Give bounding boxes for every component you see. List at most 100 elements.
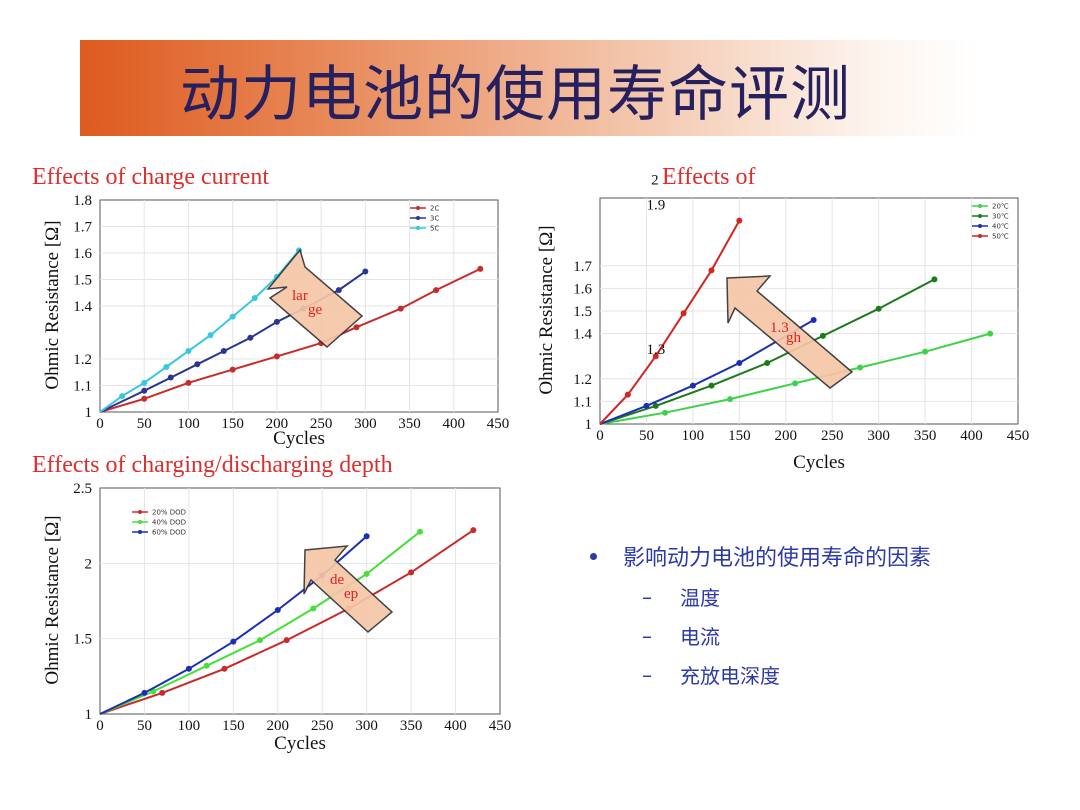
data-point xyxy=(194,361,201,368)
data-point xyxy=(810,317,817,324)
arrow-label: ep xyxy=(344,586,358,602)
annotation-text: 1.9 xyxy=(646,197,665,213)
x-tick-label: 50 xyxy=(639,428,654,444)
x-tick-label: 250 xyxy=(311,718,334,734)
data-point xyxy=(922,348,929,355)
x-tick-label: 400 xyxy=(960,428,983,444)
x-tick-label: 450 xyxy=(1007,428,1030,444)
trend-arrow-icon xyxy=(726,275,854,389)
x-tick-label: 450 xyxy=(487,416,510,432)
data-point xyxy=(433,287,440,294)
factors-heading-text: 影响动力电池的使用寿命的因素 xyxy=(623,546,932,571)
arrow-label: de xyxy=(330,572,345,588)
factor-item-label: 电流 xyxy=(680,625,720,649)
x-tick-label: 200 xyxy=(266,416,289,432)
y-axis-title: Ohmic Resistance [Ω] xyxy=(536,225,557,394)
y-tick-label: 1.6 xyxy=(573,281,592,297)
factor-item-label: 温度 xyxy=(680,586,720,610)
data-point xyxy=(310,605,317,612)
data-point xyxy=(247,334,254,341)
legend-marker xyxy=(978,214,982,218)
data-point xyxy=(185,379,192,386)
x-tick-label: 450 xyxy=(489,718,512,734)
x-tick-label: 100 xyxy=(682,428,705,444)
data-point xyxy=(257,637,263,644)
y-axis-title: Ohmic Resistance [Ω] xyxy=(42,515,63,684)
data-point xyxy=(680,310,687,317)
legend-label: 20% DOD xyxy=(152,509,186,517)
dash-marker: – xyxy=(642,662,652,687)
x-tick-label: 0 xyxy=(96,718,104,734)
x-tick-label: 400 xyxy=(443,416,466,432)
data-point xyxy=(185,665,192,672)
page-title: 动力电池的使用寿命评测 xyxy=(180,60,851,130)
legend-label: 3C xyxy=(430,215,439,223)
y-tick-label: 1.4 xyxy=(73,299,92,315)
arrow-label: 1.3 xyxy=(770,320,789,336)
data-point xyxy=(875,305,882,312)
chart-title-dod: Effects of charging/discharging depth xyxy=(32,452,393,478)
plot-frame xyxy=(99,487,501,715)
x-tick-label: 200 xyxy=(267,718,290,734)
y-tick-label: 1.4 xyxy=(573,327,592,343)
data-point xyxy=(857,364,864,371)
dash-marker: – xyxy=(642,623,652,648)
y-tick-label: 1.1 xyxy=(573,394,592,410)
y-tick-label: 1.7 xyxy=(573,259,592,275)
data-point xyxy=(229,366,236,373)
x-tick-label: 100 xyxy=(177,416,200,432)
y-tick-label: 2 xyxy=(85,556,93,572)
x-tick-label: 300 xyxy=(355,718,378,734)
legend-label: 40% DOD xyxy=(152,519,186,527)
legend-label: 60% DOD xyxy=(152,529,186,537)
y-tick-label: 1.5 xyxy=(73,273,92,289)
data-point xyxy=(643,402,650,409)
y-tick-label: 1 xyxy=(85,405,93,421)
arrow-label: gh xyxy=(786,330,802,346)
legend-marker xyxy=(416,216,420,220)
chart-title-temperature: Effects of xyxy=(662,164,756,190)
y-tick-label: 1.5 xyxy=(573,304,592,320)
x-tick-label: 350 xyxy=(398,416,421,432)
data-point xyxy=(477,265,484,272)
data-point xyxy=(221,665,228,672)
y-tick-label: 1.8 xyxy=(73,193,92,209)
x-axis-title: Cycles xyxy=(793,452,845,473)
legend-label: 20℃ xyxy=(992,203,1009,211)
data-point xyxy=(363,570,370,577)
data-point xyxy=(220,348,227,355)
legend-marker xyxy=(138,510,142,514)
series-line xyxy=(99,249,300,413)
legend-marker xyxy=(416,226,420,230)
x-tick-label: 300 xyxy=(867,428,890,444)
data-point xyxy=(185,348,192,355)
legend-label: 50℃ xyxy=(992,233,1009,241)
annotation-text: 2 xyxy=(651,172,659,188)
data-point xyxy=(274,607,281,614)
data-point xyxy=(207,332,214,339)
y-tick-label: 1.2 xyxy=(73,352,92,368)
annotation-text: 1.3 xyxy=(646,342,665,358)
y-tick-label: 1.2 xyxy=(573,372,592,388)
data-point xyxy=(708,382,715,389)
x-tick-label: 200 xyxy=(775,428,798,444)
y-tick-label: 1.5 xyxy=(73,632,92,648)
arrow-label: ge xyxy=(308,302,323,318)
data-point xyxy=(203,662,210,669)
x-tick-label: 50 xyxy=(137,416,152,432)
arrow-label: lar xyxy=(292,288,308,304)
legend-marker xyxy=(978,234,982,238)
legend-label: 30℃ xyxy=(992,213,1009,221)
data-point xyxy=(736,359,743,366)
x-axis-title: Cycles xyxy=(274,733,326,754)
data-point xyxy=(141,689,148,696)
title-banner xyxy=(80,40,980,136)
x-tick-label: 300 xyxy=(354,416,377,432)
data-point xyxy=(141,395,148,402)
data-point xyxy=(764,359,771,366)
data-point xyxy=(141,379,148,386)
factor-item: – 充放电深度 xyxy=(642,660,931,689)
factor-item: – 温度 xyxy=(642,582,931,611)
